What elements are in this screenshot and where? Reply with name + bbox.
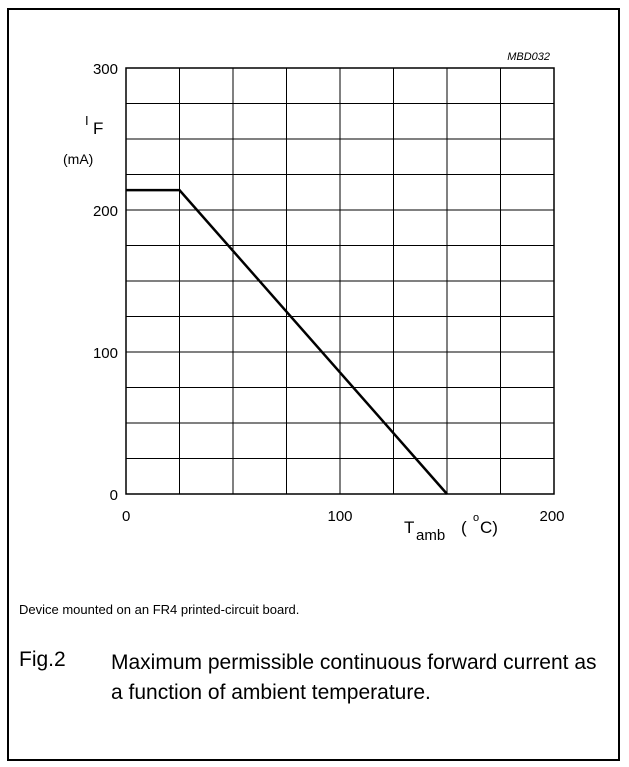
plot-area-border bbox=[125, 67, 555, 495]
y-tick-label-100: 100 bbox=[93, 345, 118, 362]
mounting-note: Device mounted on an FR4 printed-circuit… bbox=[19, 602, 300, 617]
x-tick-label-0: 0 bbox=[122, 508, 130, 525]
x-axis-unit-open: ( bbox=[461, 518, 467, 537]
y-axis-unit: (mA) bbox=[63, 151, 93, 167]
x-tick-label-100: 100 bbox=[327, 508, 352, 525]
y-tick-label-0: 0 bbox=[110, 487, 118, 504]
x-axis-unit-degree: o bbox=[473, 512, 479, 524]
x-axis-label-main: T bbox=[404, 518, 414, 537]
y-axis-label-subscript: F bbox=[93, 119, 103, 138]
figure-label: Fig.2 bbox=[19, 648, 66, 671]
x-axis-label-subscript: amb bbox=[416, 527, 445, 544]
x-tick-label-200: 200 bbox=[539, 508, 564, 525]
figure-caption: Maximum permissible continuous forward c… bbox=[111, 651, 597, 704]
y-axis-label-main: I bbox=[85, 113, 89, 128]
x-axis-unit-rest: C) bbox=[480, 518, 498, 537]
figure-frame bbox=[7, 8, 620, 761]
chart-code: MBD032 bbox=[507, 51, 550, 63]
y-tick-label-200: 200 bbox=[93, 203, 118, 220]
y-tick-label-300: 300 bbox=[93, 61, 118, 78]
derating-chart: 0 100 200 0 100 200 300 I F(mA) T amb ( o C) MBD032 bbox=[63, 51, 565, 544]
